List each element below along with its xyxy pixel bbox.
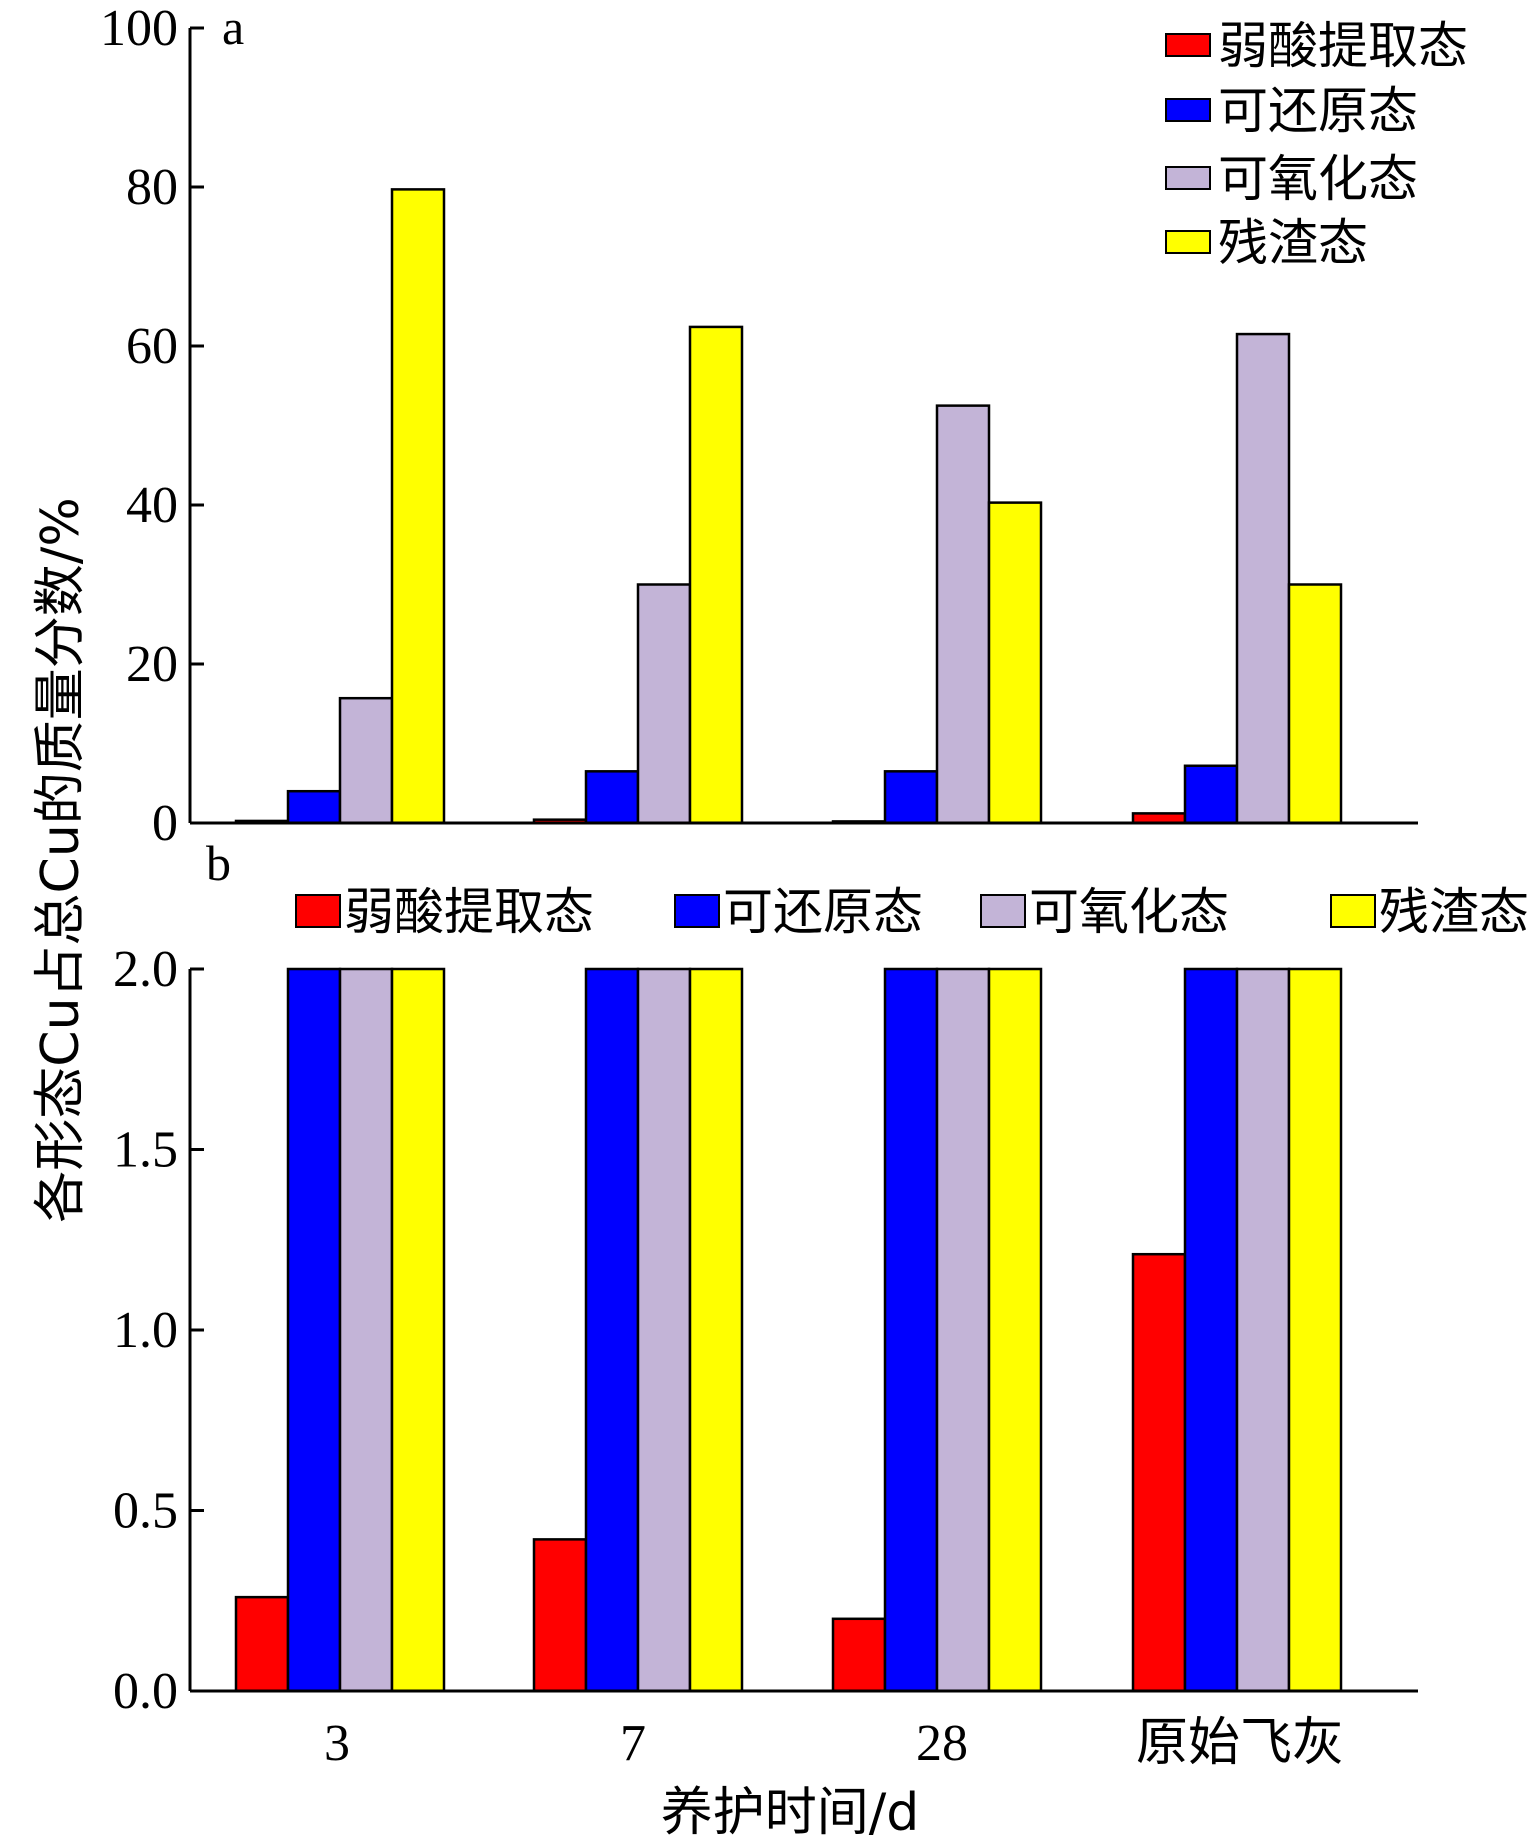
y-tick-label-a-4: 80: [126, 159, 178, 216]
bar-a-s2-c2: [935, 404, 991, 825]
bar-b-s2-c2: [935, 967, 991, 1693]
bar-a-s3-c1: [688, 325, 744, 825]
bar-a-s2-c3: [1235, 332, 1291, 825]
bar-b-s3-c0: [390, 967, 446, 1693]
bar-b-s3-c3: [1287, 967, 1343, 1693]
legend-b-label-1: 可还原态: [723, 883, 923, 941]
y-tick-label-b-2: 1.0: [113, 1302, 178, 1359]
legend-b-label-2: 可氧化态: [1029, 883, 1229, 941]
y-tick-label-a-0: 0: [152, 795, 178, 852]
x-tick-label-0: 3: [324, 1715, 350, 1772]
y-tick-label-a-2: 40: [126, 477, 178, 534]
bar-a-s3-c0: [390, 188, 446, 825]
legend-a-label-0: 弱酸提取态: [1218, 17, 1468, 75]
panel-label-b: b: [206, 835, 231, 891]
panel-a: 0 20 40 60 80 100 a: [100, 0, 1418, 852]
legend-b-swatch-0: [295, 894, 341, 928]
legend-a-label-1: 可还原态: [1218, 82, 1418, 140]
y-tick-label-b-0: 0.0: [113, 1663, 178, 1720]
legend-a-label-3: 残渣态: [1218, 214, 1368, 272]
bar-a-s3-c2: [987, 501, 1043, 825]
y-tick-label-a-3: 60: [126, 318, 178, 375]
y-axis-title: 各形态Cu占总Cu的质量分数/%: [31, 497, 91, 1222]
bar-b-s2-c3: [1235, 967, 1291, 1693]
y-tick-label-a-1: 20: [126, 636, 178, 693]
bar-a-s1-c2: [883, 770, 939, 825]
bar-b-s2-c0: [338, 967, 394, 1693]
legend-b: 弱酸提取态 可还原态 可氧化态 残渣态: [295, 883, 1529, 941]
y-tick-label-b-1: 0.5: [113, 1483, 178, 1540]
legend-b-label-0: 弱酸提取态: [344, 883, 594, 941]
bar-b-s0-c1: [532, 1538, 588, 1693]
bar-a-s2-c0: [338, 696, 394, 825]
legend-a-swatch-0: [1165, 33, 1211, 57]
legend-a-swatch-1: [1165, 98, 1211, 122]
bar-b-s0-c0: [234, 1595, 290, 1693]
bar-a-s3-c3: [1287, 583, 1343, 825]
bar-a-s1-c1: [584, 770, 640, 825]
legend-b-label-3: 残渣态: [1379, 883, 1529, 941]
x-axis-title: 养护时间/d: [661, 1783, 920, 1843]
legend-b-swatch-2: [980, 894, 1026, 928]
bar-b-s3-c2: [987, 967, 1043, 1693]
legend-a-swatch-2: [1165, 166, 1211, 190]
x-tick-label-3: 原始飞灰: [1136, 1715, 1344, 1772]
bar-b-s1-c0: [286, 967, 342, 1693]
bar-b-s0-c3: [1131, 1252, 1187, 1693]
bar-b-s3-c1: [688, 967, 744, 1693]
bar-b-s1-c2: [883, 967, 939, 1693]
bar-b-s1-c1: [584, 967, 640, 1693]
panel-label-a: a: [222, 0, 244, 55]
x-tick-label-1: 7: [620, 1715, 646, 1772]
bar-b-s0-c2: [831, 1617, 887, 1693]
bar-a-s1-c3: [1183, 764, 1239, 825]
legend-b-swatch-3: [1330, 894, 1376, 928]
legend-a-label-2: 可氧化态: [1218, 150, 1418, 208]
y-tick-label-a-5: 100: [100, 0, 178, 57]
bar-a-s1-c0: [286, 789, 342, 825]
y-tick-label-b-3: 1.5: [113, 1122, 178, 1179]
y-tick-label-b-4: 2.0: [113, 941, 178, 998]
legend-b-swatch-1: [674, 894, 720, 928]
x-tick-label-2: 28: [916, 1715, 968, 1772]
panel-b: 0.0 0.5 1.0 1.5 2.0 b: [113, 835, 1418, 1720]
legend-a-swatch-3: [1165, 230, 1211, 254]
bar-b-s1-c3: [1183, 967, 1239, 1693]
bar-b-s2-c1: [636, 967, 692, 1693]
bar-a-s2-c1: [636, 583, 692, 825]
